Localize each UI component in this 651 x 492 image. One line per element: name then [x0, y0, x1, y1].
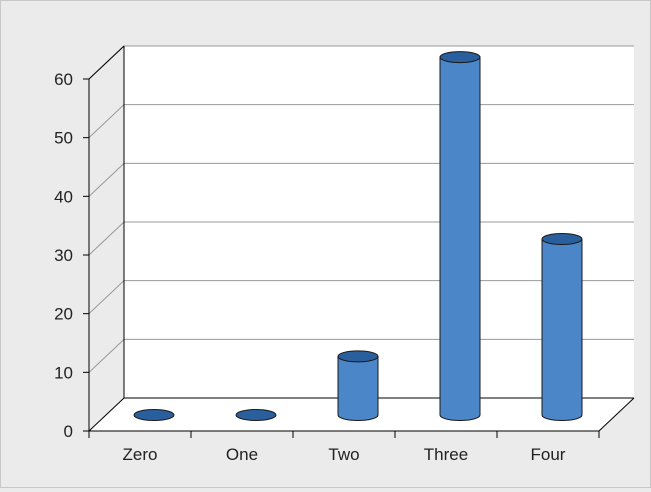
bar-body: [439, 56, 481, 421]
bar-top: [439, 51, 481, 64]
x-tick-label: Two: [328, 445, 359, 464]
y-tick-label: 0: [64, 422, 73, 441]
bar-two: [337, 350, 379, 421]
y-tick-label: 60: [54, 70, 73, 89]
bar-four: [541, 233, 583, 421]
y-tick-label: 50: [54, 129, 73, 148]
x-tick-label: Zero: [123, 445, 158, 464]
x-axis-ticks: Zero One Two Three Four: [88, 431, 600, 464]
gridline-diagonal: [88, 397, 125, 432]
gridline-diagonal: [88, 162, 125, 197]
x-tick-label: Four: [531, 445, 566, 464]
floor-right-edge: [598, 397, 635, 432]
bar-top: [337, 350, 379, 363]
bar-body: [337, 355, 379, 421]
bar-top: [133, 409, 175, 421]
gridline-diagonal: [88, 280, 125, 315]
y-axis-ticks: 0 10 20 30 40 50 60: [54, 70, 89, 441]
gridline-diagonal: [88, 338, 125, 373]
bar-body: [541, 238, 583, 421]
x-tick-label: Three: [424, 445, 468, 464]
y-tick-label: 40: [54, 187, 73, 206]
bar-top: [235, 409, 277, 421]
y-tick-label: 10: [54, 363, 73, 382]
y-tick-label: 30: [54, 246, 73, 265]
bar-zero: [133, 409, 175, 421]
bars: [133, 51, 583, 421]
bar-one: [235, 409, 277, 421]
bar-three: [439, 51, 481, 421]
gridline-diagonal: [88, 104, 125, 139]
y-tick-label: 20: [54, 305, 73, 324]
bar-top: [541, 233, 583, 245]
side-wall-top-edge: [88, 45, 125, 80]
gridline-diagonal: [88, 221, 125, 256]
x-tick-label: One: [226, 445, 258, 464]
